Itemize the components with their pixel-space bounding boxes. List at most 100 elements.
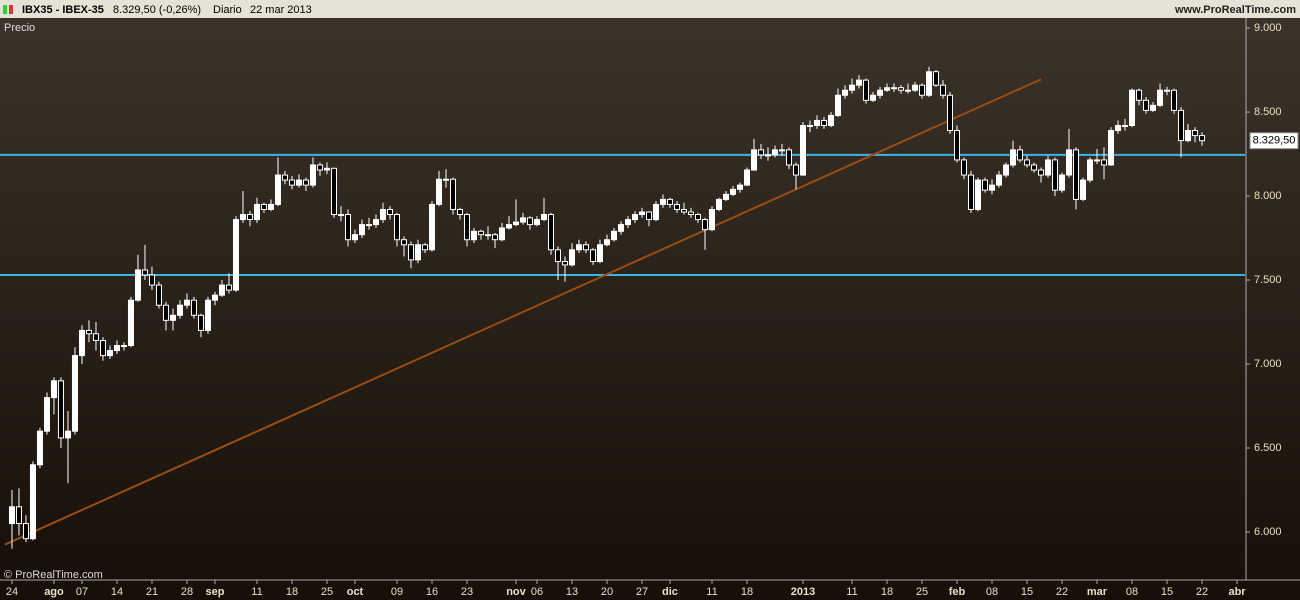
candle-body: [155, 284, 162, 306]
symbol: IBX35 - IBEX-35: [22, 4, 104, 16]
candle-body: [365, 224, 372, 227]
candle-body: [708, 208, 715, 231]
candle-body: [624, 219, 631, 226]
x-tick-label: abr: [1228, 586, 1246, 598]
candle-body: [989, 184, 996, 191]
candle-body: [722, 193, 729, 200]
x-tick-label: 18: [881, 586, 893, 598]
candle-body: [36, 430, 43, 466]
candle-body: [821, 119, 828, 126]
x-tick-label: mar: [1087, 586, 1108, 598]
y-tick-label: 7.000: [1254, 358, 1282, 370]
candle-body: [337, 214, 344, 217]
candle-body: [8, 506, 15, 525]
candle-body: [940, 84, 947, 96]
candle-body: [975, 179, 982, 210]
candle-body: [1108, 130, 1115, 166]
x-tick-label: 28: [181, 586, 193, 598]
candle-body: [1129, 89, 1136, 126]
candle-body: [176, 304, 183, 316]
candle-body: [204, 299, 211, 331]
candle-body: [729, 188, 736, 195]
candle-body: [582, 244, 589, 251]
x-tick-label: 23: [461, 586, 473, 598]
header-bar: [0, 0, 1300, 18]
candle-body: [631, 214, 638, 221]
candle-body: [29, 464, 36, 540]
candle-body: [800, 124, 807, 176]
x-tick-label: sep: [205, 586, 224, 598]
candle-body: [239, 214, 246, 221]
candle-body: [666, 198, 673, 205]
candle-body: [260, 203, 267, 210]
candle-body: [183, 299, 190, 306]
candle-body: [603, 239, 610, 246]
candle-body: [302, 179, 309, 186]
candle-body: [596, 244, 603, 263]
candle-body: [92, 333, 99, 341]
candle-body: [645, 211, 652, 221]
candle-body: [673, 203, 680, 210]
candle-body: [575, 244, 582, 251]
candle-body: [99, 339, 106, 357]
candle-body: [1073, 149, 1080, 200]
candle-body: [793, 164, 800, 176]
candle-body: [828, 114, 835, 126]
candle-body: [877, 89, 884, 96]
x-tick-label: 18: [741, 586, 753, 598]
y-tick-label: 8.500: [1254, 106, 1282, 118]
candle-body: [1094, 159, 1101, 162]
x-tick-label: 22: [1056, 586, 1068, 598]
candle-body: [1087, 159, 1094, 181]
candle-body: [78, 329, 85, 357]
candle-body: [225, 284, 232, 291]
candle-body: [526, 217, 533, 226]
candle-body: [638, 211, 645, 216]
candle-body: [57, 380, 64, 439]
candle-body: [736, 184, 743, 190]
candle-body: [715, 198, 722, 210]
candle-body: [498, 227, 505, 241]
candle-body: [267, 203, 274, 210]
x-tick-label: 11: [846, 586, 857, 598]
candle-body: [842, 89, 849, 96]
candle-body: [491, 234, 498, 241]
candle-body: [687, 211, 694, 216]
x-tick-label: 11: [706, 586, 717, 598]
candle-body: [1066, 149, 1073, 176]
candle-body: [919, 84, 926, 96]
candle-body: [1185, 130, 1192, 142]
x-tick-label: 2013: [791, 586, 815, 598]
x-tick-label: feb: [949, 586, 966, 598]
watermark: © ProRealTime.com: [4, 569, 103, 581]
panel-label: Precio: [4, 22, 35, 34]
candle-body: [807, 124, 814, 127]
candle-body: [358, 224, 365, 236]
candle-body: [190, 299, 197, 316]
candle-body: [463, 214, 470, 241]
y-tick-label: 9.000: [1254, 22, 1282, 34]
candle-body: [50, 380, 57, 399]
candle-body: [211, 294, 218, 301]
candle-body: [407, 244, 414, 261]
candle-body: [701, 219, 708, 231]
candle-body: [751, 149, 758, 171]
candle-body: [1052, 159, 1059, 191]
x-tick-label: 07: [76, 586, 88, 598]
x-tick-label: dic: [662, 586, 678, 598]
x-tick-label: 25: [916, 586, 928, 598]
candle-body: [786, 149, 793, 166]
candle-body: [891, 87, 898, 90]
candle-body: [1045, 159, 1052, 176]
candle-body: [505, 224, 512, 229]
x-tick-label: 15: [1161, 586, 1173, 598]
candle-body: [933, 71, 940, 86]
candle-body: [295, 179, 302, 186]
candle-body: [856, 79, 863, 86]
candle-body: [540, 214, 547, 221]
x-tick-label: 08: [986, 586, 998, 598]
candle-body: [1136, 89, 1143, 101]
candle-body: [954, 130, 961, 161]
candle-body: [197, 314, 204, 331]
